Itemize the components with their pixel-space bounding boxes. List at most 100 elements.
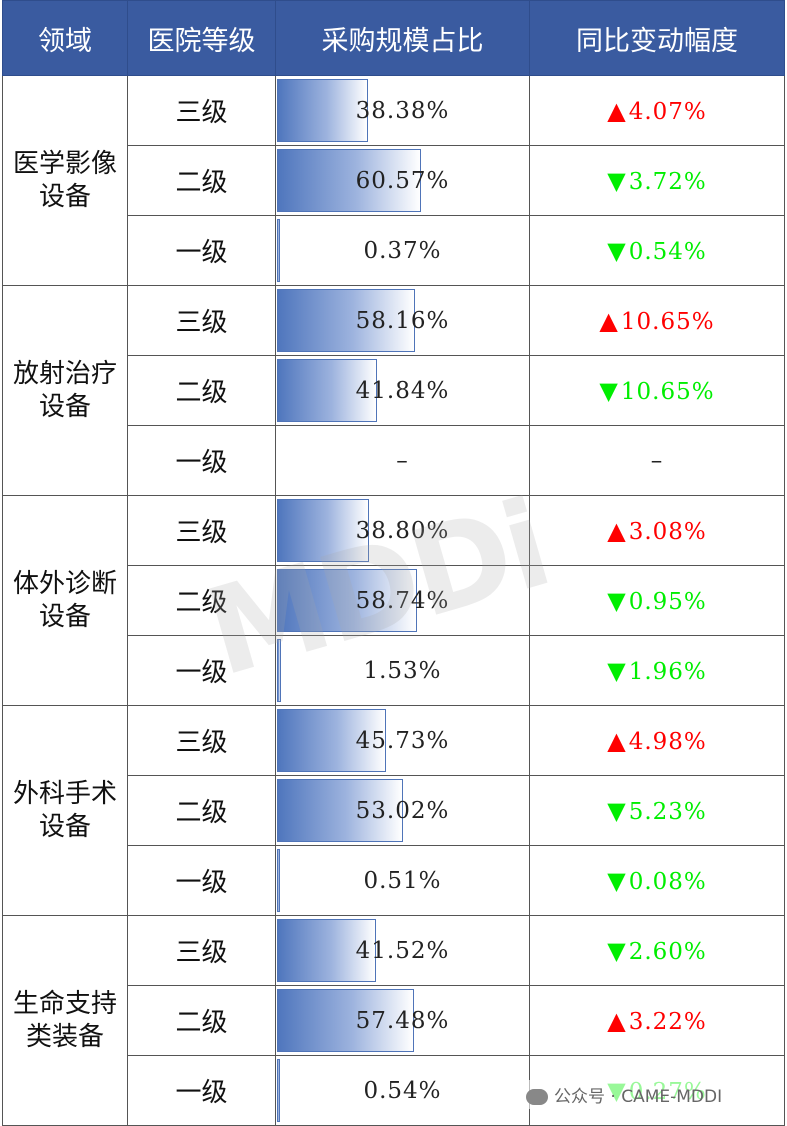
share-cell: 45.73% xyxy=(275,705,530,776)
table-row: 一级 0.51% ▼0.08% xyxy=(3,845,785,916)
table-row: 二级 58.74% ▼0.95% xyxy=(3,565,785,636)
header-procurement-share: 采购规模占比 xyxy=(275,0,530,76)
yoy-change-cell: ▲3.22% xyxy=(529,985,785,1056)
share-value: 0.51% xyxy=(363,867,442,894)
triangle-down-icon: ▼ xyxy=(599,376,619,405)
share-cell: 38.80% xyxy=(275,495,530,566)
domain-label-line: 生命支持 xyxy=(12,988,117,1019)
yoy-change-value: 10.65% xyxy=(620,378,715,405)
share-value: – xyxy=(396,447,409,474)
share-value: 38.38% xyxy=(355,97,450,124)
hospital-level-cell: 二级 xyxy=(127,775,276,846)
share-bar xyxy=(277,359,377,422)
table-row: 体外诊断 设备 三级 38.80% ▲3.08% xyxy=(2,495,785,706)
table-row: 医学影像 设备 三级 38.38% ▲4.07% xyxy=(2,75,785,286)
table-row: 一级 – – xyxy=(3,425,785,496)
share-cell: 58.74% xyxy=(275,565,530,636)
yoy-change-value: 10.65% xyxy=(620,308,715,335)
yoy-change-cell: ▲10.65% xyxy=(529,285,785,356)
share-bar xyxy=(277,79,369,142)
share-cell: 0.51% xyxy=(275,845,530,916)
triangle-up-icon: ▲ xyxy=(599,306,619,335)
yoy-change-cell: ▼5.23% xyxy=(529,775,785,846)
triangle-up-icon: ▲ xyxy=(607,96,627,125)
share-bar xyxy=(277,989,414,1052)
table-row: 二级 53.02% ▼5.23% xyxy=(3,775,785,846)
share-bar xyxy=(277,919,376,982)
triangle-down-icon: ▼ xyxy=(607,236,627,265)
share-bar xyxy=(277,779,404,842)
yoy-change-value: 5.23% xyxy=(628,798,707,825)
share-value: 41.84% xyxy=(355,377,450,404)
share-bar xyxy=(277,709,386,772)
yoy-change-cell: ▼2.60% xyxy=(529,915,785,986)
share-value: 60.57% xyxy=(355,167,450,194)
yoy-change-cell: ▼1.96% xyxy=(529,635,785,706)
domain-label-line: 设备 xyxy=(38,601,91,632)
share-value: 38.80% xyxy=(355,517,450,544)
share-value: 53.02% xyxy=(355,797,450,824)
yoy-change-cell: ▼10.65% xyxy=(529,355,785,426)
share-cell: 60.57% xyxy=(275,145,530,216)
yoy-change-value: 3.72% xyxy=(628,168,707,195)
yoy-change-cell: ▼0.95% xyxy=(529,565,785,636)
share-cell: 57.48% xyxy=(275,985,530,1056)
domain-label-line: 外科手术 xyxy=(12,778,117,809)
domain-label-line: 医学影像 xyxy=(12,148,117,179)
domain-label-line: 放射治疗 xyxy=(12,358,117,389)
hospital-level-cell: 一级 xyxy=(127,425,276,496)
yoy-change-value: – xyxy=(650,447,664,474)
share-cell: 1.53% xyxy=(275,635,530,706)
hospital-level-cell: 二级 xyxy=(127,985,276,1056)
table-row: 二级 41.84% ▼10.65% xyxy=(3,355,785,426)
share-value: 45.73% xyxy=(355,727,450,754)
share-value: 1.53% xyxy=(363,657,442,684)
domain-label-line: 体外诊断 xyxy=(12,568,117,599)
table-row: 生命支持 类装备 三级 41.52% ▼2.60% xyxy=(2,915,785,1126)
yoy-change-cell: ▲4.98% xyxy=(529,705,785,776)
yoy-change-value: 0.08% xyxy=(628,868,707,895)
domain-cell: 生命支持 类装备 xyxy=(2,915,128,1126)
hospital-level-cell: 三级 xyxy=(127,705,276,776)
share-bar xyxy=(277,569,417,632)
table-row: 外科手术 设备 三级 45.73% ▲4.98% xyxy=(2,705,785,916)
share-cell: 0.54% xyxy=(275,1055,530,1126)
yoy-change-value: 3.08% xyxy=(628,518,707,545)
yoy-change-cell: ▼0.08% xyxy=(529,845,785,916)
share-cell: 53.02% xyxy=(275,775,530,846)
triangle-down-icon: ▼ xyxy=(607,586,627,615)
share-cell: 58.16% xyxy=(275,285,530,356)
yoy-change-cell: ▲4.07% xyxy=(529,75,785,146)
triangle-down-icon: ▼ xyxy=(607,936,627,965)
share-value: 57.48% xyxy=(355,1007,450,1034)
share-bar xyxy=(277,849,280,912)
table-row: 放射治疗 设备 三级 58.16% ▲10.65% xyxy=(2,285,785,496)
yoy-change-value: 0.95% xyxy=(628,588,707,615)
domain-label-line: 类装备 xyxy=(25,1021,104,1052)
share-value: 0.54% xyxy=(363,1077,442,1104)
domain-label-line: 设备 xyxy=(38,391,91,422)
yoy-change-value: 2.60% xyxy=(628,938,707,965)
triangle-up-icon: ▲ xyxy=(607,1006,627,1035)
table-row: 一级 1.53% ▼1.96% xyxy=(3,635,785,706)
header-hospital-level: 医院等级 xyxy=(127,0,276,76)
yoy-change-value: 0.54% xyxy=(628,238,707,265)
footer-account: 公众号 · CAME-MDDI xyxy=(522,1080,727,1109)
share-bar xyxy=(277,149,422,212)
hospital-level-cell: 一级 xyxy=(127,845,276,916)
share-cell: – xyxy=(275,425,530,496)
domain-cell: 外科手术 设备 xyxy=(2,705,128,916)
hospital-level-cell: 三级 xyxy=(127,495,276,566)
yoy-change-value: 1.96% xyxy=(628,658,707,685)
triangle-up-icon: ▲ xyxy=(607,726,627,755)
hospital-level-cell: 三级 xyxy=(127,915,276,986)
yoy-change-cell: – xyxy=(529,425,785,496)
triangle-up-icon: ▲ xyxy=(607,516,627,545)
table-body: 医学影像 设备 三级 38.38% ▲4.07% 二级 60.57% ▼3.72% 一级 0.37… xyxy=(2,75,785,1126)
share-value: 58.16% xyxy=(355,307,450,334)
yoy-change-cell: ▲3.08% xyxy=(529,495,785,566)
triangle-down-icon: ▼ xyxy=(607,166,627,195)
wechat-icon xyxy=(526,1089,548,1105)
share-value: 41.52% xyxy=(355,937,450,964)
share-cell: 38.38% xyxy=(275,75,530,146)
